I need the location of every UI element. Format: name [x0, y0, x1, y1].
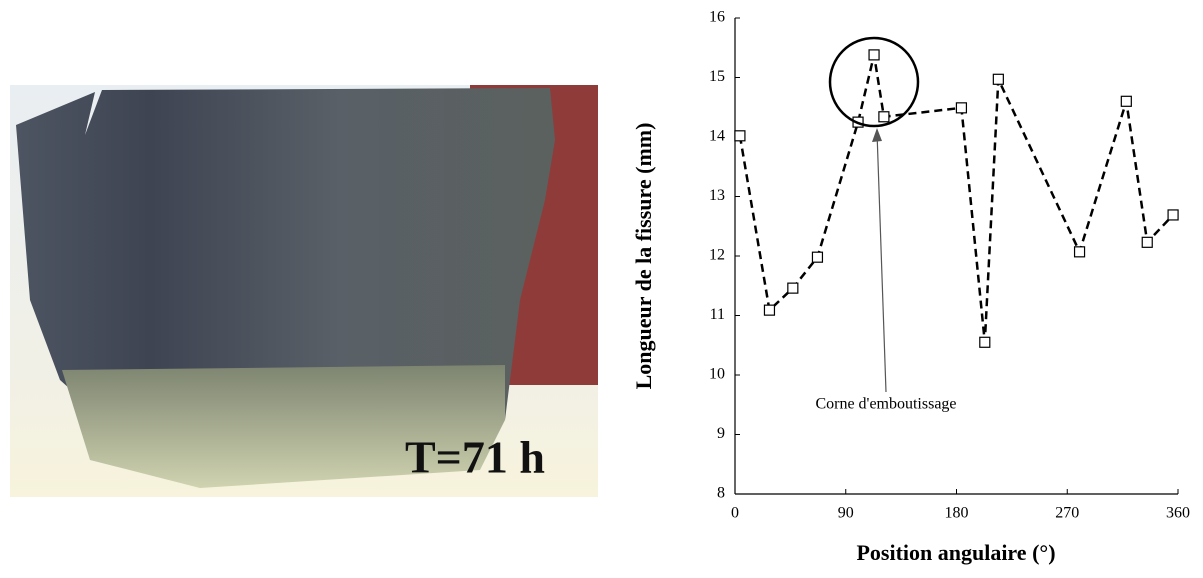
y-tick-label: 16	[709, 9, 725, 26]
point	[955, 102, 968, 114]
y-tick-label: 8	[717, 485, 725, 502]
y-axis-label: Longueur de la fissure (mm)	[631, 123, 656, 390]
x-axis-label: Position angulaire (°)	[856, 540, 1055, 565]
cylinder-base	[62, 365, 505, 488]
photo-label: T=71 h	[405, 432, 545, 483]
point	[787, 282, 799, 294]
point	[1141, 236, 1153, 248]
arrow-head	[872, 128, 882, 142]
x-tick-label: 270	[1055, 505, 1079, 522]
y-tick-label: 14	[709, 128, 725, 145]
series-line	[738, 54, 1174, 343]
x-tick-label: 0	[731, 505, 739, 522]
x-tick-label: 360	[1166, 505, 1190, 522]
cylinder	[16, 88, 555, 425]
point	[878, 111, 890, 123]
point	[1167, 209, 1179, 221]
y-tick-label: 12	[709, 247, 725, 264]
point	[992, 73, 1004, 85]
annotation-arrow	[876, 131, 887, 393]
point	[763, 304, 776, 316]
annotation: Corne d'emboutissage	[815, 396, 956, 413]
y-tick-label: 10	[709, 366, 725, 383]
chart: Position angulaire (°) Longueur de la fi…	[631, 123, 1055, 565]
point	[979, 336, 991, 348]
y-tick-label: 13	[709, 187, 725, 204]
point	[868, 49, 880, 61]
photo: T=71 h	[10, 85, 598, 497]
point	[734, 130, 746, 142]
point	[1073, 246, 1086, 258]
point	[1120, 95, 1132, 107]
x-tick-label: 180	[945, 505, 969, 522]
y-tick-label: 15	[709, 68, 725, 85]
y-tick-label: 9	[717, 425, 725, 442]
y-tick-label: 11	[710, 306, 725, 323]
highlight-circle	[828, 36, 920, 128]
x-tick-label: 90	[838, 505, 854, 522]
point	[811, 251, 824, 263]
